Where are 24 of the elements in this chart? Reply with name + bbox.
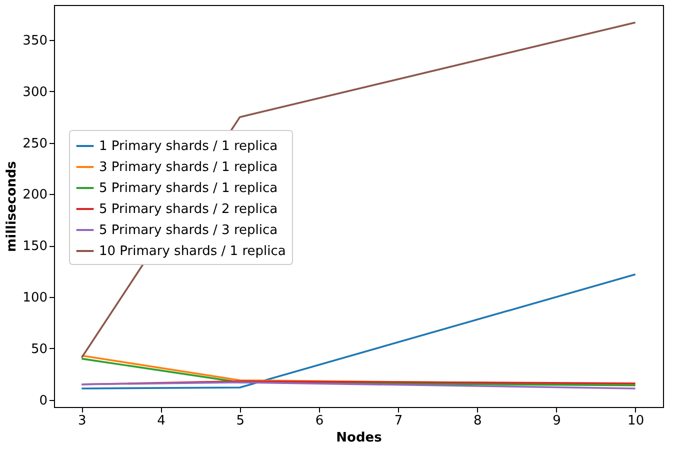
legend-label: 10 Primary shards / 1 replica (99, 244, 286, 259)
y-tick-label: 0 (39, 393, 48, 408)
y-tick-label: 200 (22, 188, 48, 203)
legend-label: 5 Primary shards / 1 replica (99, 181, 278, 196)
y-tick-label: 350 (22, 33, 48, 48)
y-tick-label: 50 (30, 342, 48, 357)
x-axis-title: Nodes (336, 430, 382, 446)
x-tick-label: 6 (315, 414, 324, 428)
legend-label: 5 Primary shards / 3 replica (99, 223, 278, 238)
x-tick-label: 4 (157, 414, 166, 428)
x-tick-label: 8 (473, 414, 482, 428)
x-tick-label: 5 (236, 414, 245, 428)
y-tick-label: 300 (22, 84, 48, 100)
legend-label: 5 Primary shards / 2 replica (99, 202, 278, 217)
y-tick-label: 150 (22, 239, 48, 254)
legend-label: 1 Primary shards / 1 replica (99, 139, 278, 154)
x-tick-label: 7 (394, 414, 403, 428)
legend-label: 3 Primary shards / 1 replica (99, 160, 278, 175)
x-tick-label: 3 (78, 414, 86, 428)
y-axis-title: milliseconds (4, 160, 20, 252)
y-tick-label: 100 (22, 290, 48, 306)
y-tick-label: 250 (22, 136, 48, 152)
x-tick-label: 10 (628, 414, 644, 428)
x-tick-label: 9 (552, 414, 561, 428)
